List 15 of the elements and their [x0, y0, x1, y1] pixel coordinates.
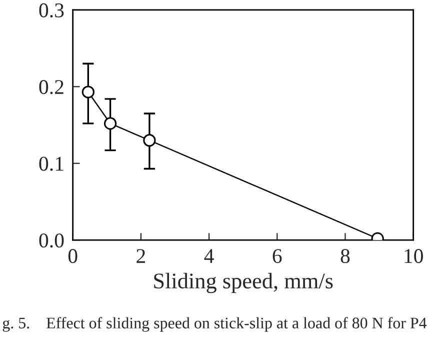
x-tick-label: 10 [404, 249, 423, 264]
text: g. 5. Effect of sliding speed on stick-slip at a load of 80 N for P4 [2, 317, 427, 332]
point [104, 117, 117, 130]
x-tick-label: 8 [340, 249, 350, 264]
y-tick-label: 0.0 [39, 233, 64, 248]
y-tick-label: 0.3 [39, 3, 64, 18]
x-tick-label: 2 [136, 249, 145, 263]
point [143, 134, 156, 147]
x-tick-label: 6 [272, 249, 282, 264]
y-tick-label: 0.1 [39, 156, 64, 171]
x-tick-label: 0 [68, 249, 78, 264]
x-tick-label: 4 [204, 249, 214, 263]
x-axis-title: Sliding speed, mm/s [154, 272, 333, 294]
point [82, 86, 94, 98]
y-tick-label: 0.2 [39, 80, 64, 94]
